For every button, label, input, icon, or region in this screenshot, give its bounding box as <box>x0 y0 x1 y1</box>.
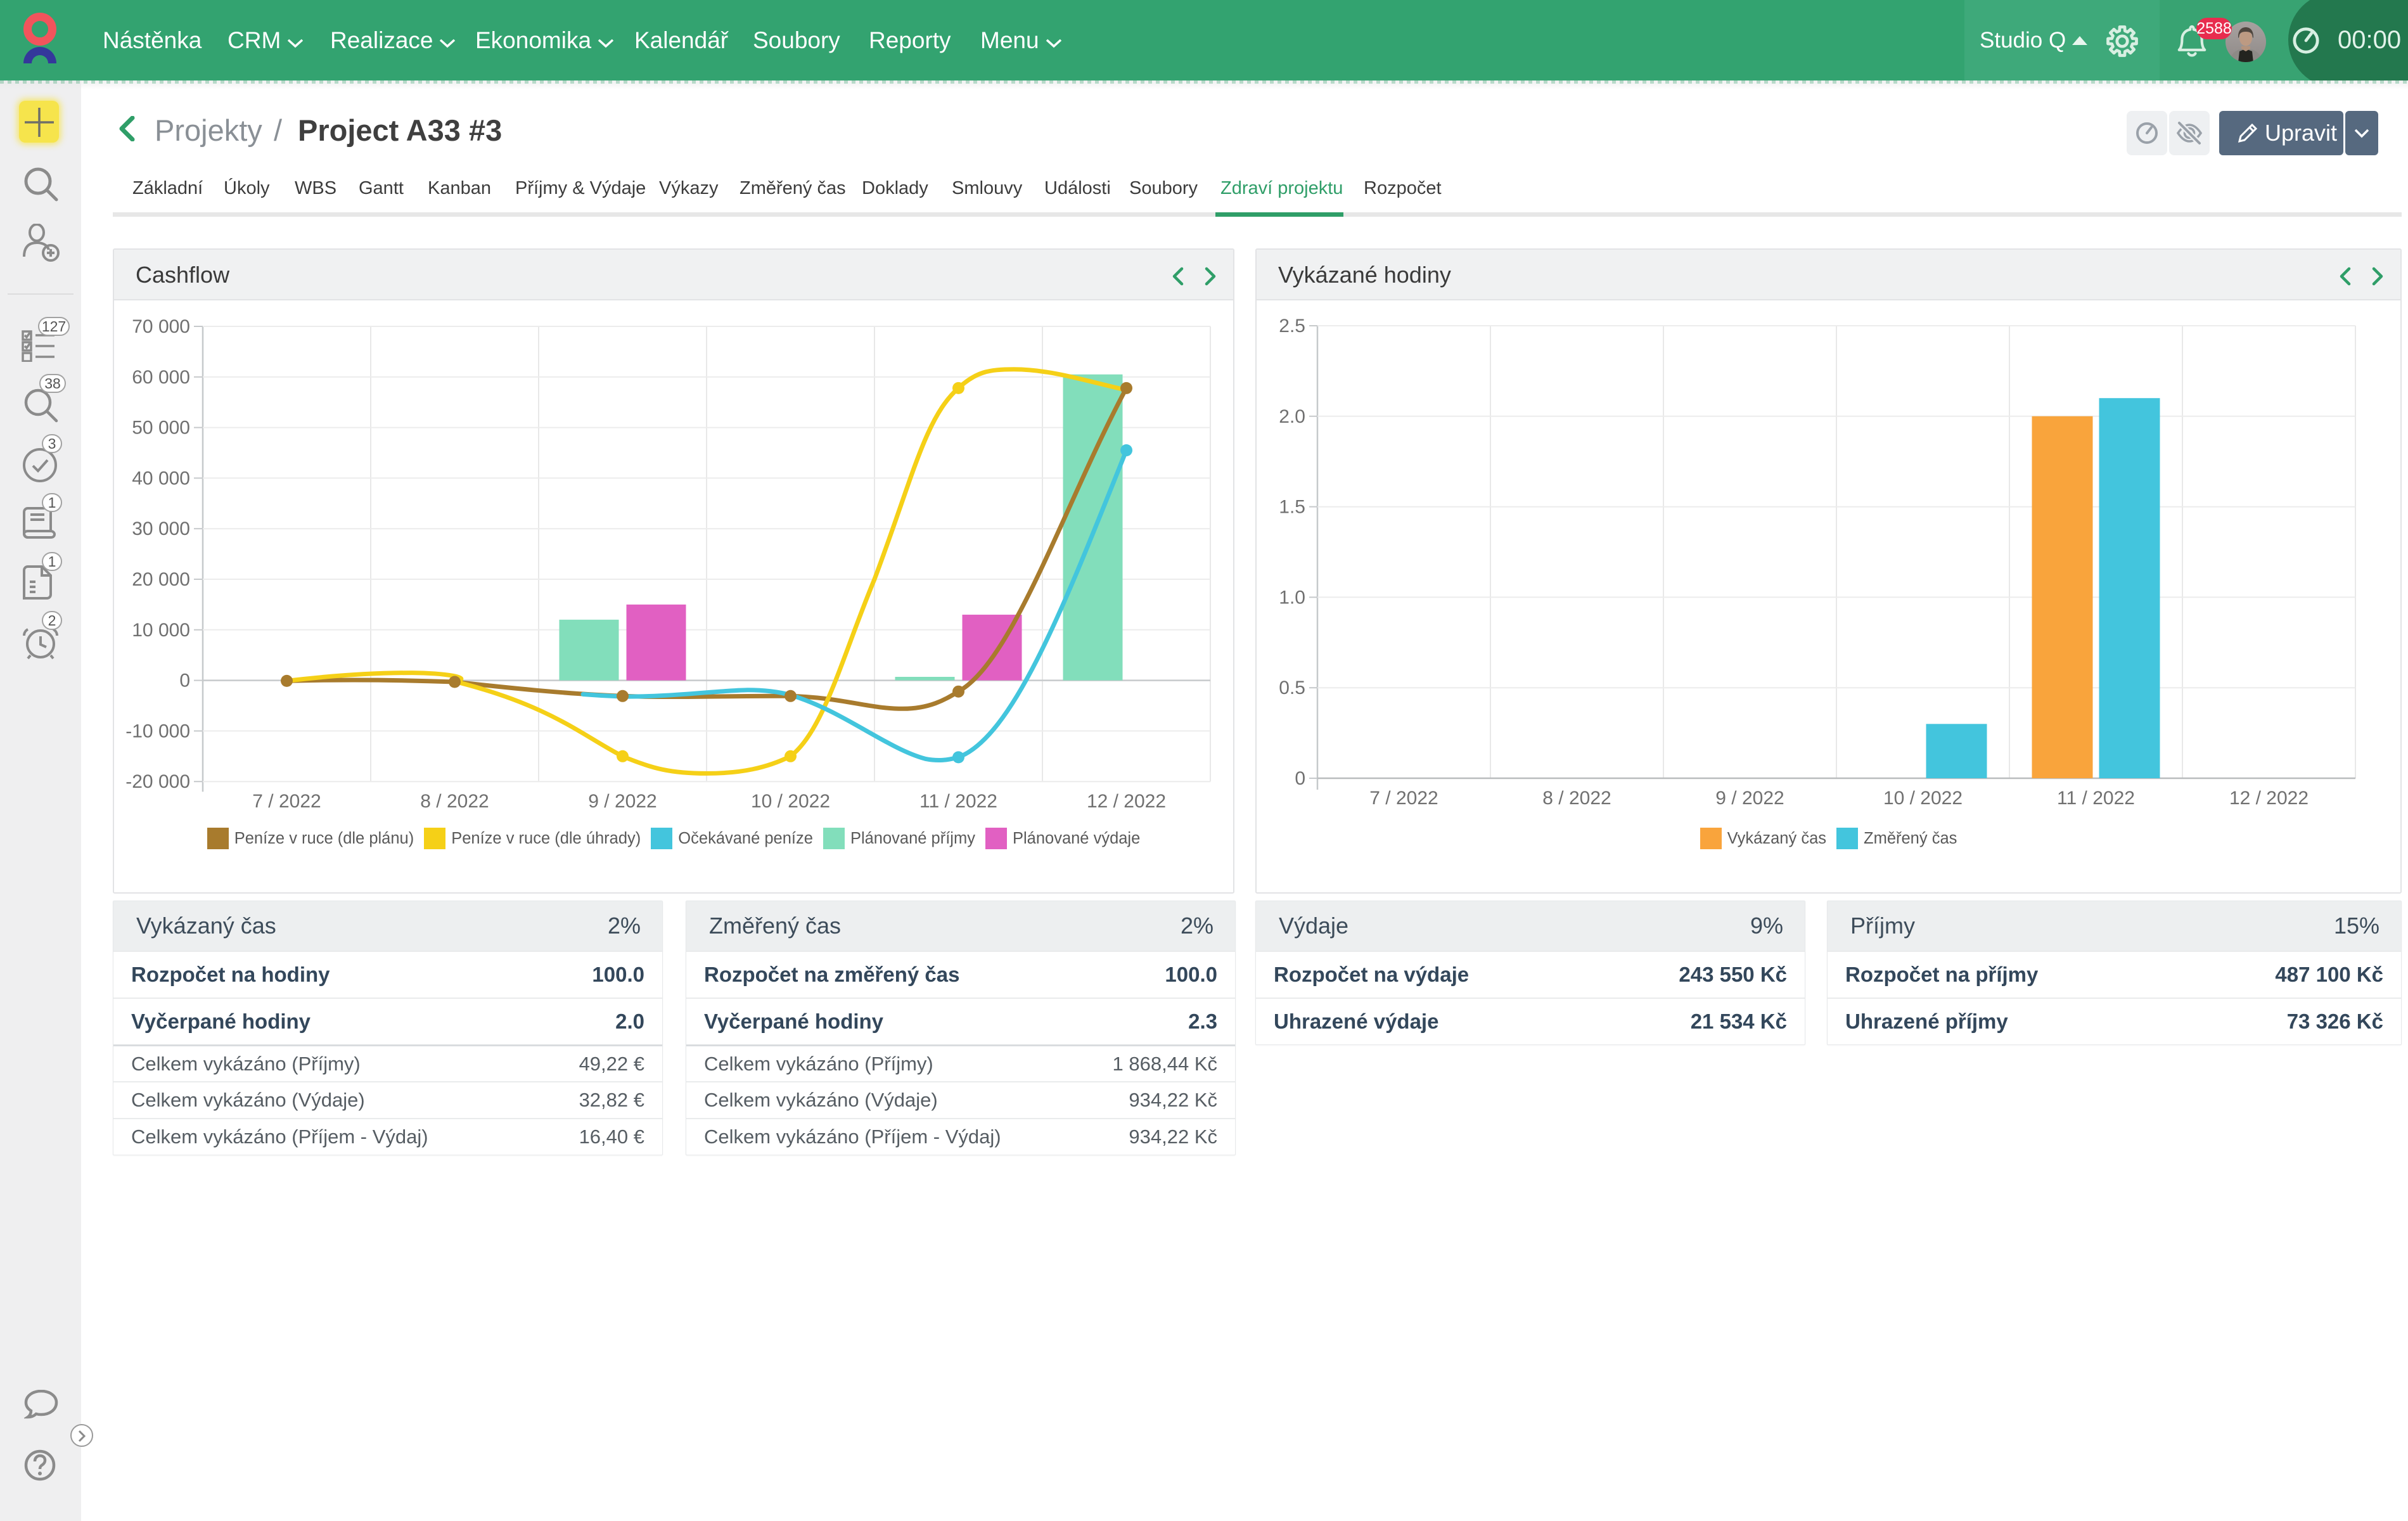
svg-text:12 / 2022: 12 / 2022 <box>2229 788 2309 809</box>
svg-text:7 / 2022: 7 / 2022 <box>252 791 321 812</box>
svg-text:50 000: 50 000 <box>132 418 190 439</box>
svg-text:-20 000: -20 000 <box>125 771 190 792</box>
svg-text:9 / 2022: 9 / 2022 <box>1715 788 1784 809</box>
svg-text:20 000: 20 000 <box>132 569 190 590</box>
svg-text:60 000: 60 000 <box>132 367 190 388</box>
svg-text:0: 0 <box>179 671 190 691</box>
svg-text:10 / 2022: 10 / 2022 <box>1883 788 1963 809</box>
svg-text:11 / 2022: 11 / 2022 <box>2057 788 2135 809</box>
svg-text:70 000: 70 000 <box>132 316 190 337</box>
svg-text:11 / 2022: 11 / 2022 <box>919 791 997 812</box>
svg-text:1.0: 1.0 <box>1279 587 1305 608</box>
svg-text:7 / 2022: 7 / 2022 <box>1369 788 1438 809</box>
svg-text:0.5: 0.5 <box>1279 677 1305 698</box>
svg-text:2.5: 2.5 <box>1279 316 1305 337</box>
svg-text:8 / 2022: 8 / 2022 <box>420 791 489 812</box>
svg-text:2.0: 2.0 <box>1279 406 1305 427</box>
svg-text:10 000: 10 000 <box>132 620 190 641</box>
svg-text:8 / 2022: 8 / 2022 <box>1542 788 1611 809</box>
svg-text:40 000: 40 000 <box>132 468 190 489</box>
svg-text:10 / 2022: 10 / 2022 <box>751 791 830 812</box>
svg-text:9 / 2022: 9 / 2022 <box>588 791 656 812</box>
svg-text:0: 0 <box>1295 768 1305 789</box>
svg-text:12 / 2022: 12 / 2022 <box>1087 791 1166 812</box>
svg-text:-10 000: -10 000 <box>125 721 190 741</box>
svg-text:1.5: 1.5 <box>1279 497 1305 518</box>
svg-text:30 000: 30 000 <box>132 518 190 539</box>
